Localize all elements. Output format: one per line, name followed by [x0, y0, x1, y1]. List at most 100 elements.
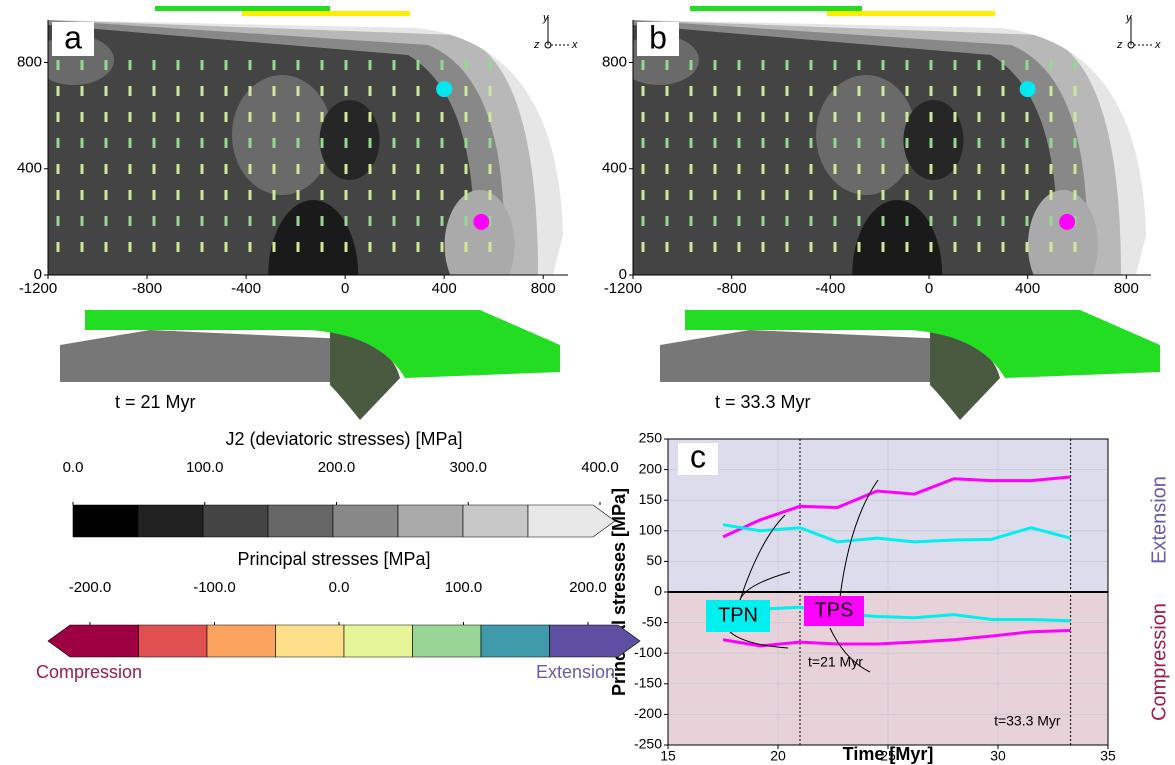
- colorbar-tick-label: 100.0: [186, 459, 224, 476]
- annotation-box: [804, 596, 864, 626]
- x-tick-label: -400: [231, 280, 261, 297]
- map-zone: [852, 200, 943, 275]
- caption: t = 33.3 Myr: [715, 392, 811, 412]
- annotation: TPN: [718, 604, 758, 626]
- panel-label-box: [637, 22, 679, 56]
- colorbar-swatch: [206, 624, 276, 658]
- x-tick-label: 800: [1114, 280, 1139, 297]
- map-zone: [319, 100, 380, 180]
- colorbar-tick-label: 200.0: [569, 579, 607, 596]
- slab-side: [60, 330, 370, 382]
- colorbar-swatch: [275, 624, 345, 658]
- panel-label-box: [52, 22, 94, 56]
- y-tick-label: 800: [17, 53, 42, 70]
- point: [473, 213, 490, 230]
- colorbar-end-label: Extension: [536, 662, 615, 682]
- y-tick-label: -150: [634, 675, 662, 691]
- orientation-label: x: [571, 39, 578, 51]
- colorbar-tick-label: -100.0: [193, 579, 236, 596]
- y-tick-label: -100: [634, 644, 662, 660]
- panel-label: a: [64, 19, 82, 55]
- colorbar-swatch: [549, 624, 641, 658]
- x-tick-label: -800: [132, 280, 162, 297]
- point: [1059, 213, 1076, 230]
- y-tick-label: 250: [639, 430, 663, 446]
- point: [436, 81, 453, 98]
- map-zone: [816, 75, 917, 195]
- orientation-label: z: [533, 39, 540, 51]
- y-tick-label: -50: [642, 613, 662, 629]
- slab-top: [85, 310, 560, 378]
- annotation-arrow: [739, 514, 786, 601]
- y-tick-label: 150: [639, 491, 663, 507]
- stress-map: [633, 20, 1146, 275]
- y-tick-label: -250: [634, 736, 662, 752]
- time-bar: [155, 6, 330, 11]
- colorbar-swatch: [480, 624, 550, 658]
- map-zone: [1027, 190, 1098, 275]
- colorbar-title: J2 (deviatoric stresses) [MPa]: [225, 429, 462, 449]
- orientation-label: z: [1116, 39, 1123, 51]
- x-tick-label: 0: [925, 280, 933, 297]
- colorbar-swatch: [527, 504, 616, 538]
- region-label: Extension: [1148, 476, 1170, 564]
- y-tick-label: 400: [17, 160, 42, 177]
- orientation-label: y: [1125, 12, 1133, 24]
- colorbar-swatch: [397, 504, 464, 538]
- colorbar-swatch: [47, 624, 139, 658]
- time-bar: [690, 6, 862, 11]
- orientation-label: x: [1154, 39, 1161, 51]
- x-tick-label: -400: [815, 280, 845, 297]
- colorbar-swatch: [267, 504, 334, 538]
- colorbar-swatch: [202, 504, 269, 538]
- colorbar-tick-label: 0.0: [63, 459, 84, 476]
- panel-label-box: [678, 443, 718, 475]
- x-tick-label: 400: [1015, 280, 1040, 297]
- panel-label: b: [649, 19, 667, 55]
- panel-label: c: [690, 438, 706, 474]
- y-tick-label: 50: [646, 552, 662, 568]
- colorbar-swatch: [343, 624, 413, 658]
- y-tick-label: 0: [654, 583, 662, 599]
- x-tick-label: 30: [990, 748, 1006, 764]
- y-tick-label: 0: [619, 266, 627, 283]
- series-line: [722, 605, 1071, 623]
- region-label: Compression: [1148, 603, 1170, 721]
- series-line: [722, 523, 1071, 544]
- colorbar-swatch: [138, 624, 208, 658]
- y-tick-label: 800: [602, 53, 627, 70]
- x-tick-label: 25: [880, 748, 896, 764]
- x-tick-label: -800: [717, 280, 747, 297]
- slab-side: [660, 330, 970, 382]
- colorbar-end-label: Compression: [36, 662, 142, 682]
- colorbar-tick-label: 300.0: [449, 459, 487, 476]
- caption: t = 21 Myr: [115, 392, 196, 412]
- x-tick-label: 0: [341, 280, 349, 297]
- series-line: [722, 475, 1071, 539]
- x-tick-label: 800: [531, 280, 556, 297]
- series-line: [722, 629, 1071, 648]
- time-marker-label: t=33.3 Myr: [994, 713, 1061, 729]
- colorbar-tick-label: 200.0: [318, 459, 356, 476]
- y-tick-label: 200: [639, 460, 663, 476]
- colorbar-swatch: [412, 624, 482, 658]
- stress-map: [48, 20, 563, 275]
- map-zone: [444, 190, 515, 275]
- colorbar-swatch: [462, 504, 529, 538]
- annotation: TPS: [815, 599, 854, 621]
- x-axis-label: Time [Myr]: [843, 744, 934, 764]
- y-tick-label: 0: [34, 266, 42, 283]
- x-tick-label: 35: [1100, 748, 1116, 764]
- colorbar-swatch: [137, 504, 204, 538]
- colorbar-tick-label: 0.0: [329, 579, 350, 596]
- y-tick-label: -200: [634, 705, 662, 721]
- x-tick-label: -1200: [604, 280, 642, 297]
- slab-top: [685, 310, 1160, 378]
- x-tick-label: 15: [660, 748, 676, 764]
- map-zone: [232, 75, 332, 195]
- x-tick-label: -1200: [19, 280, 57, 297]
- colorbar-tick-label: -200.0: [69, 579, 112, 596]
- annotation-arrow: [829, 627, 871, 673]
- time-bar: [827, 11, 995, 16]
